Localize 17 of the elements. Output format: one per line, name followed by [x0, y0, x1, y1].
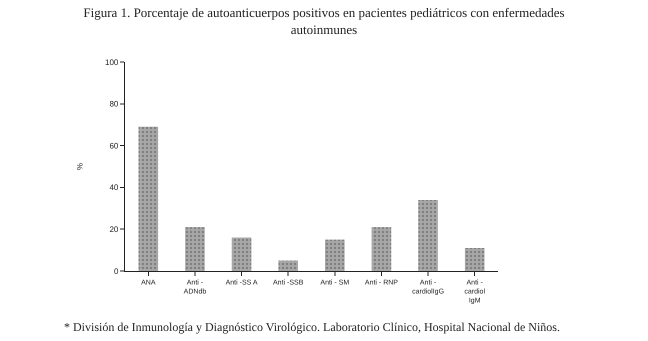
y-tick-label: 60 [109, 141, 119, 150]
bar [464, 248, 484, 271]
chart-title: Figura 1. Porcentaje de autoanticuerpos positivos en pacientes pediátricos con enfermedades autoinmunes [83, 5, 565, 37]
y-tick-label: 20 [109, 225, 119, 234]
bar [185, 227, 205, 271]
y-tick-label: 100 [105, 58, 119, 67]
y-tick-label: 80 [109, 100, 119, 109]
bar [418, 200, 438, 271]
bar [232, 238, 252, 271]
bar [138, 126, 158, 271]
bar [278, 260, 298, 271]
bar [325, 240, 345, 271]
y-tick-label: 40 [109, 183, 119, 192]
y-axis-title: % [76, 162, 85, 170]
y-tick-label: 0 [114, 266, 119, 276]
text: * División de Inmunología y Diagnóstico Virológico. Laboratorio Clínico, Hospital Nacional de Niños. [64, 320, 560, 334]
bar [372, 227, 392, 271]
